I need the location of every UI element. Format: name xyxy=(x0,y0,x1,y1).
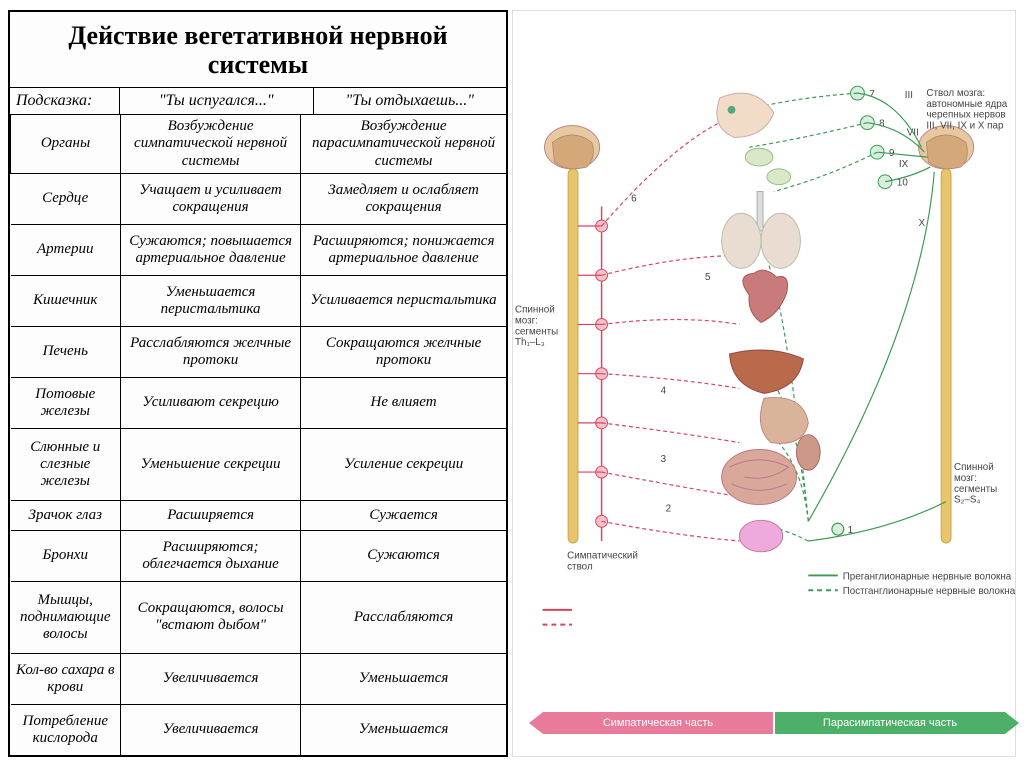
num-6: 6 xyxy=(631,193,637,204)
parasympathetic-bar: Парасимпатическая часть xyxy=(775,712,1005,734)
nerve-X: X xyxy=(919,218,926,229)
organ-cell: Потовые железы xyxy=(11,377,121,428)
organ-cell: Слюнные и слезные железы xyxy=(11,428,121,500)
table-row: Потребление кислородаУвеличиваетсяУменьш… xyxy=(11,705,507,756)
parasympathetic-cell: Расслабляются xyxy=(301,581,506,653)
sympathetic-cell: Увеличивается xyxy=(121,654,301,705)
nervous-system-table-panel: Действие вегетативной нервной системы По… xyxy=(8,10,508,757)
table-row: Слюнные и слезные железыУменьшение секре… xyxy=(11,428,507,500)
label-right-spine: Спинной мозг: сегменты S₂–S₄ xyxy=(954,462,1013,505)
num-4: 4 xyxy=(661,385,667,396)
col-organs: Органы xyxy=(11,115,121,173)
organ-cell: Артерии xyxy=(11,224,121,275)
sympathetic-cell: Уменьшается перистальтика xyxy=(121,275,301,326)
right-spinal-cord xyxy=(941,169,951,543)
sympathetic-cell: Сужаются; повышается артериальное давлен… xyxy=(121,224,301,275)
num-5: 5 xyxy=(705,272,711,283)
num-2: 2 xyxy=(666,503,671,514)
table-header-row: Органы Возбуждение симпатической нервной… xyxy=(11,115,507,173)
sympathetic-cell: Расширяются; облегчается дыхание xyxy=(121,530,301,581)
organ-cell: Зрачок глаз xyxy=(11,501,121,531)
hint-row: Подсказка: "Ты испугался..." "Ты отдыхае… xyxy=(10,88,506,115)
organ-cell: Потребление кислорода xyxy=(11,705,121,756)
parasympathetic-cell: Расширяются; понижается артериальное дав… xyxy=(301,224,506,275)
nerve-III: III xyxy=(905,90,913,101)
sympathetic-cell: Усиливают секрецию xyxy=(121,377,301,428)
sympathetic-cell: Расширяется xyxy=(121,501,301,531)
num-3: 3 xyxy=(661,454,667,465)
nervous-system-diagram: 7 8 9 10 III VII IX X 1 xyxy=(512,10,1016,757)
organ-cell: Кол-во сахара в крови xyxy=(11,654,121,705)
organ-cell: Кишечник xyxy=(11,275,121,326)
organ-cell: Бронхи xyxy=(11,530,121,581)
parasympathetic-cell: Сужается xyxy=(301,501,506,531)
table-title: Действие вегетативной нервной системы xyxy=(10,12,506,88)
left-brain-icon xyxy=(544,126,599,169)
sympathetic-cell: Учащает и усиливает сокращения xyxy=(121,173,301,224)
left-spinal-cord xyxy=(568,169,578,543)
cranial-ganglia: 7 8 9 10 xyxy=(851,86,909,188)
num-1: 1 xyxy=(848,525,853,536)
parasympathetic-cell: Сокращаются желчные протоки xyxy=(301,326,506,377)
parasympathetic-cell: Сужаются xyxy=(301,530,506,581)
sympathetic-cell: Расслабляются желчные протоки xyxy=(121,326,301,377)
table-row: Мышцы, поднимающие волосыСокращаются, во… xyxy=(11,581,507,653)
label-symp-trunk: Симпатический ствол xyxy=(567,551,646,573)
organ-cell: Сердце xyxy=(11,173,121,224)
table-row: Зрачок глазРасширяетсяСужается xyxy=(11,501,507,531)
hint-sympathetic: "Ты испугался..." xyxy=(120,88,314,115)
col-sympathetic: Возбуждение симпатической нервной систем… xyxy=(121,115,301,173)
organ-numbers: 6 5 4 3 2 xyxy=(631,193,711,514)
parasympathetic-cell: Усиление секреции xyxy=(301,428,506,500)
sympathetic-bar: Симпатическая часть xyxy=(543,712,773,734)
parasympathetic-cell: Не влияет xyxy=(301,377,506,428)
parasympathetic-cell: Уменьшается xyxy=(301,654,506,705)
label-brainstem: Ствол мозга: автономные ядра черепных не… xyxy=(926,88,1013,131)
num-8: 8 xyxy=(879,119,885,130)
table-row: Кол-во сахара в кровиУвеличиваетсяУменьш… xyxy=(11,654,507,705)
table-row: ПеченьРасслабляются желчные протокиСокра… xyxy=(11,326,507,377)
organ-cell: Мышцы, поднимающие волосы xyxy=(11,581,121,653)
sympathetic-cell: Уменьшение секреции xyxy=(121,428,301,500)
parasympathetic-cell: Замедляет и ослабляет сокращения xyxy=(301,173,506,224)
nerve-IX: IX xyxy=(899,159,909,170)
num-7: 7 xyxy=(869,89,874,100)
legend-post: Постганглионарные нервные волокна xyxy=(843,586,1015,597)
table-row: Потовые железыУсиливают секрециюНе влияе… xyxy=(11,377,507,428)
table-row: БронхиРасширяются; облегчается дыханиеСу… xyxy=(11,530,507,581)
parasympathetic-cell: Усиливается перистальтика xyxy=(301,275,506,326)
table-row: КишечникУменьшается перистальтикаУсилива… xyxy=(11,275,507,326)
sympathetic-cell: Сокращаются, волосы "встают дыбом" xyxy=(121,581,301,653)
sympathetic-cell: Увеличивается xyxy=(121,705,301,756)
table-row: АртерииСужаются; повышается артериальное… xyxy=(11,224,507,275)
table-row: СердцеУчащает и усиливает сокращенияЗаме… xyxy=(11,173,507,224)
parasympathetic-cell: Уменьшается xyxy=(301,705,506,756)
legend-pre: Преганглионарные нервные волокна xyxy=(843,571,1012,582)
effects-table: Органы Возбуждение симпатической нервной… xyxy=(10,115,506,755)
col-parasympathetic: Возбуждение парасимпатической нервной си… xyxy=(301,115,506,173)
hint-label: Подсказка: xyxy=(10,88,120,115)
organ-cell: Печень xyxy=(11,326,121,377)
hint-parasympathetic: "Ты отдыхаешь..." xyxy=(314,88,507,115)
label-left-spine: Спинной мозг: сегменты Th₁–L₃ xyxy=(515,305,569,348)
